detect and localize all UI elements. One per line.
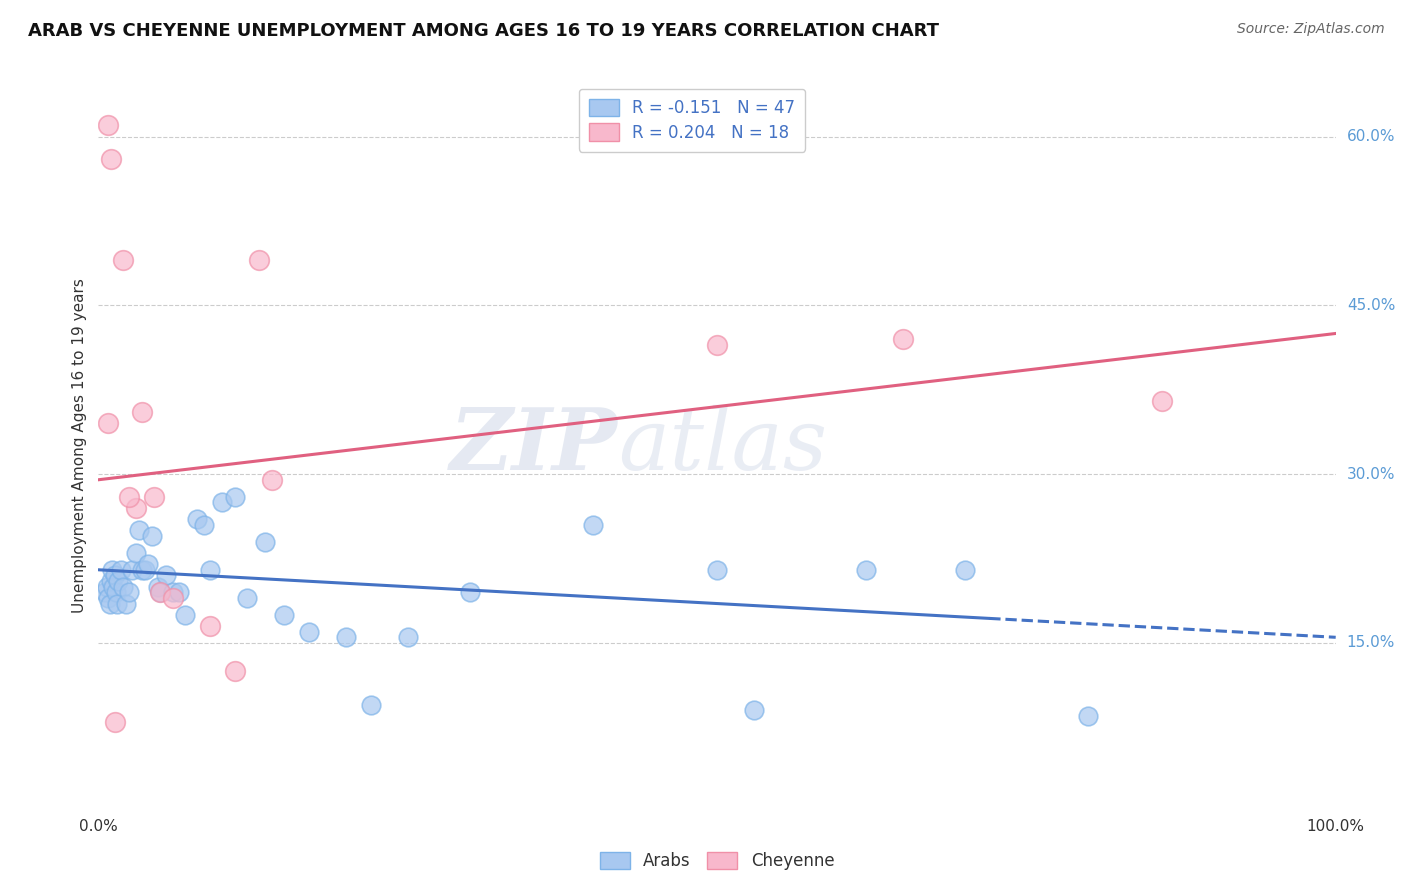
Point [1152,394,1174,409]
Text: ZIP: ZIP [450,404,619,488]
Point [103,714,125,729]
Point [128,524,150,538]
Text: 15.0%: 15.0% [1347,635,1395,650]
Point [855,563,877,577]
Point [143,490,166,504]
Text: atlas: atlas [619,405,827,487]
Y-axis label: Unemployment Among Ages 16 to 19 years: Unemployment Among Ages 16 to 19 years [72,278,87,614]
Point [458,585,481,599]
Point [100,152,122,166]
Point [254,534,277,549]
Point [198,563,221,577]
Point [335,630,357,644]
Point [97,591,120,605]
Text: 45.0%: 45.0% [1347,298,1395,313]
Point [100,574,122,588]
Point [162,585,184,599]
Point [146,580,169,594]
Point [224,664,246,678]
Point [97,417,120,431]
Text: ARAB VS CHEYENNE UNEMPLOYMENT AMONG AGES 16 TO 19 YEARS CORRELATION CHART: ARAB VS CHEYENNE UNEMPLOYMENT AMONG AGES… [28,22,939,40]
Point [118,585,141,599]
Point [211,495,233,509]
Point [149,585,172,599]
Point [186,512,208,526]
Point [131,563,153,577]
Point [112,580,135,594]
Point [198,619,221,633]
Point [149,585,172,599]
Point [107,574,129,588]
Text: 60.0%: 60.0% [1347,129,1395,144]
Point [124,546,146,560]
Legend: Arabs, Cheyenne: Arabs, Cheyenne [593,845,841,877]
Point [582,517,605,532]
Point [101,563,124,577]
Point [167,585,190,599]
Point [706,337,728,351]
Point [131,405,153,419]
Point [121,563,143,577]
Point [155,568,177,582]
Point [360,698,382,712]
Point [97,118,120,132]
Point [103,580,125,594]
Point [396,630,419,644]
Point [141,529,163,543]
Point [112,253,135,268]
Point [174,607,197,622]
Point [103,568,125,582]
Point [224,490,246,504]
Point [93,585,115,599]
Point [247,253,270,268]
Point [953,563,976,577]
Point [136,557,159,571]
Point [1077,709,1099,723]
Point [104,585,127,599]
Point [110,563,132,577]
Point [706,563,728,577]
Point [236,591,259,605]
Point [162,591,184,605]
Point [114,597,136,611]
Point [193,517,215,532]
Point [298,624,321,639]
Point [891,332,914,346]
Point [273,607,295,622]
Point [742,703,765,717]
Point [98,597,121,611]
Text: Source: ZipAtlas.com: Source: ZipAtlas.com [1237,22,1385,37]
Point [260,473,283,487]
Text: 30.0%: 30.0% [1347,467,1395,482]
Point [124,500,146,515]
Point [134,563,156,577]
Point [118,490,141,504]
Point [105,597,128,611]
Point [96,580,118,594]
